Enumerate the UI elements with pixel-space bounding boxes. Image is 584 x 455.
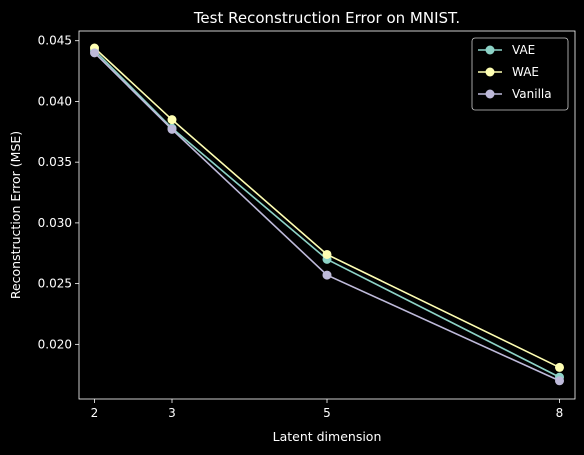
legend-label: WAE — [512, 65, 539, 79]
data-point — [322, 270, 332, 280]
x-tick-label: 8 — [556, 406, 564, 420]
legend-marker — [485, 89, 495, 99]
data-point — [90, 48, 99, 58]
data-point — [167, 115, 177, 125]
series-wae — [90, 43, 564, 372]
data-point — [555, 362, 564, 372]
x-axis: 2 3 5 8 — [91, 399, 564, 420]
series-vanilla — [90, 48, 564, 386]
y-axis-label: Reconstruction Error (MSE) — [8, 131, 23, 299]
y-tick-label: 0.040 — [38, 94, 72, 108]
data-point — [322, 249, 332, 259]
legend-label: VAE — [512, 43, 535, 57]
x-tick-label: 5 — [323, 406, 331, 420]
x-tick-label: 3 — [168, 406, 176, 420]
series-line — [93, 47, 560, 369]
y-tick-label: 0.045 — [38, 34, 72, 48]
series-line — [93, 52, 560, 382]
legend: VAE WAE Vanilla — [471, 37, 569, 111]
legend-marker — [485, 67, 495, 77]
legend-box — [471, 37, 569, 111]
y-tick-label: 0.035 — [38, 155, 72, 169]
x-tick-label: 2 — [91, 406, 99, 420]
legend-marker — [485, 45, 495, 55]
series-lines — [90, 43, 564, 386]
series-line — [93, 49, 560, 378]
data-point — [167, 124, 177, 134]
legend-label: Vanilla — [512, 87, 552, 101]
x-axis-label: Latent dimension — [273, 429, 382, 444]
y-tick-label: 0.025 — [38, 277, 72, 291]
data-point — [555, 376, 564, 386]
y-tick-label: 0.020 — [38, 337, 72, 351]
y-axis: 0.020 0.025 0.030 0.035 0.040 0.045 — [38, 34, 79, 351]
chart-title: Test Reconstruction Error on MNIST. — [193, 9, 460, 27]
y-tick-label: 0.030 — [38, 216, 72, 230]
